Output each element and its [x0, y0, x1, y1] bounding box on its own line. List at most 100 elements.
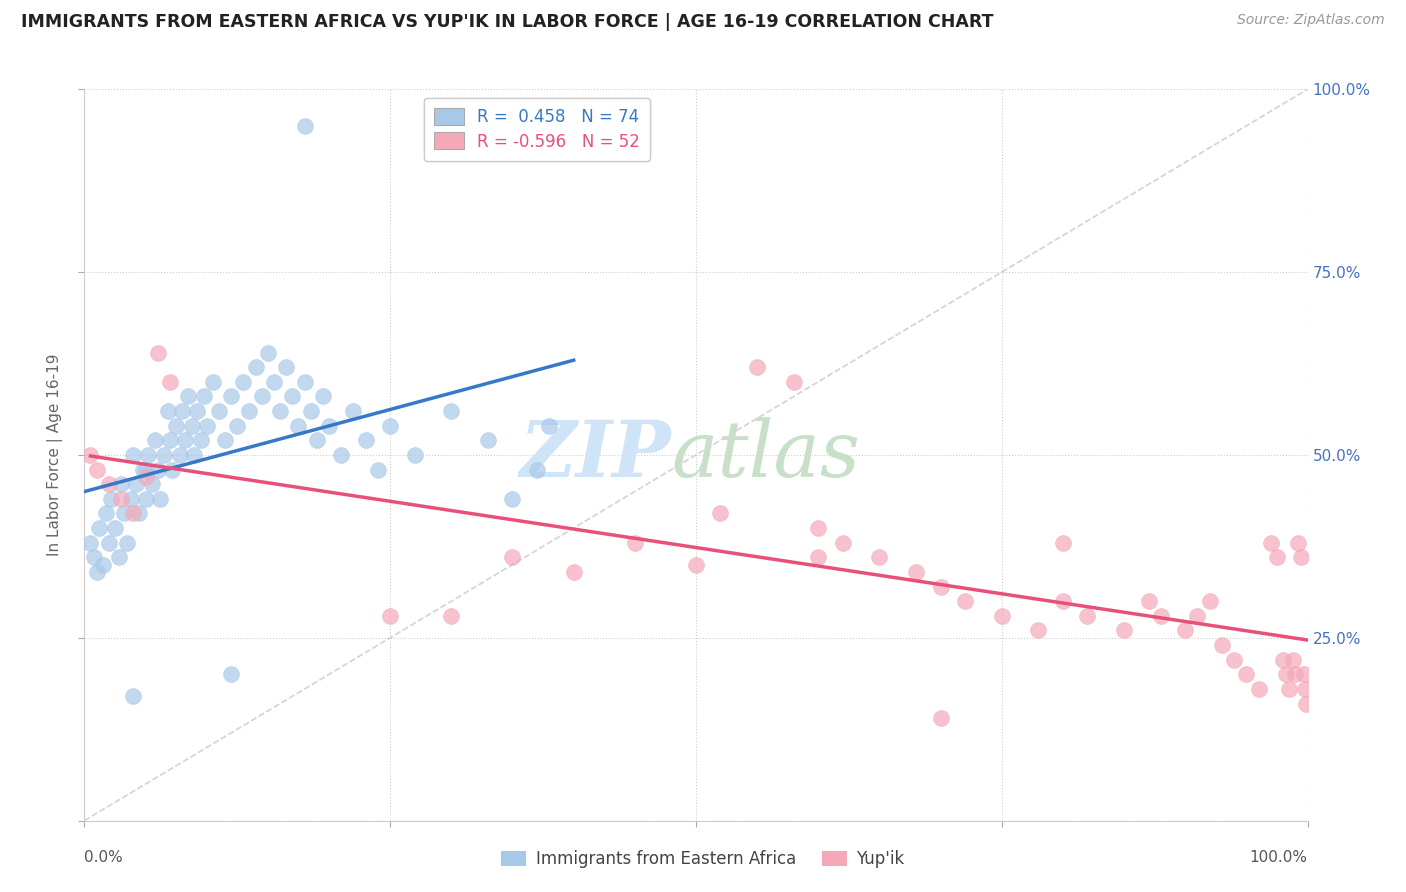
Point [276, 360, 298, 375]
Point [281, 389, 304, 403]
Point [149, 491, 172, 506]
Point [125, 477, 148, 491]
Point [201, 375, 224, 389]
Point [1174, 624, 1197, 638]
Point [153, 448, 176, 462]
Point [1052, 535, 1074, 549]
Text: Source: ZipAtlas.com: Source: ZipAtlas.com [1237, 13, 1385, 28]
Point [122, 690, 145, 704]
Point [219, 389, 242, 403]
Point [79, 535, 101, 549]
Point [135, 470, 157, 484]
Point [162, 462, 184, 476]
Point [477, 434, 499, 448]
Point [1187, 608, 1209, 623]
Point [183, 448, 205, 462]
Point [1052, 594, 1074, 608]
Point [87, 521, 110, 535]
Point [1247, 681, 1270, 696]
Text: IMMIGRANTS FROM EASTERN AFRICA VS YUP'IK IN LABOR FORCE | AGE 16-19 CORRELATION : IMMIGRANTS FROM EASTERN AFRICA VS YUP'IK… [21, 13, 994, 31]
Point [299, 404, 322, 418]
Point [122, 448, 145, 462]
Point [502, 491, 524, 506]
Point [318, 418, 340, 433]
Point [208, 404, 231, 418]
Point [136, 448, 159, 462]
Point [1150, 608, 1173, 623]
Point [1114, 624, 1136, 638]
Point [807, 550, 830, 565]
Point [1295, 697, 1317, 711]
Point [135, 491, 157, 506]
Point [1198, 594, 1220, 608]
Point [929, 580, 952, 594]
Point [905, 565, 928, 579]
Point [1137, 594, 1160, 608]
Point [190, 434, 212, 448]
Point [96, 507, 118, 521]
Point [991, 608, 1014, 623]
Point [354, 434, 377, 448]
Legend: Immigrants from Eastern Africa, Yup'ik: Immigrants from Eastern Africa, Yup'ik [495, 844, 911, 875]
Point [953, 594, 976, 608]
Point [245, 360, 267, 375]
Point [440, 608, 463, 623]
Point [122, 507, 145, 521]
Point [869, 550, 891, 565]
Point [100, 491, 122, 506]
Point [143, 434, 166, 448]
Point [929, 711, 952, 725]
Point [177, 389, 200, 403]
Point [380, 608, 402, 623]
Point [86, 462, 108, 476]
Point [238, 404, 260, 418]
Point [1076, 608, 1098, 623]
Point [104, 521, 127, 535]
Point [169, 448, 191, 462]
Point [79, 448, 101, 462]
Point [146, 345, 169, 359]
Point [1274, 667, 1296, 681]
Point [141, 477, 163, 491]
Point [367, 462, 389, 476]
Point [685, 558, 707, 572]
Point [263, 375, 285, 389]
Point [404, 448, 426, 462]
Point [287, 418, 309, 433]
Point [159, 375, 181, 389]
Text: 100.0%: 100.0% [1250, 850, 1308, 865]
Point [110, 477, 132, 491]
Point [120, 491, 142, 506]
Point [305, 434, 328, 448]
Point [1211, 638, 1233, 652]
Point [146, 462, 169, 476]
Text: ZIP: ZIP [520, 417, 672, 493]
Point [1278, 681, 1301, 696]
Point [1294, 681, 1316, 696]
Text: atlas: atlas [672, 417, 860, 493]
Point [330, 448, 353, 462]
Point [624, 535, 647, 549]
Point [294, 375, 316, 389]
Point [83, 550, 105, 565]
Point [1236, 667, 1258, 681]
Point [165, 418, 187, 433]
Point [1265, 550, 1288, 565]
Point [172, 404, 194, 418]
Point [1282, 653, 1305, 667]
Point [783, 375, 806, 389]
Point [115, 535, 138, 549]
Point [128, 507, 150, 521]
Point [173, 434, 195, 448]
Point [380, 418, 402, 433]
Point [709, 507, 731, 521]
Point [1223, 653, 1246, 667]
Point [91, 558, 114, 572]
Point [97, 535, 120, 549]
Point [112, 507, 135, 521]
Point [1028, 624, 1050, 638]
Point [747, 360, 769, 375]
Point [1292, 667, 1315, 681]
Point [257, 345, 280, 359]
Legend: R =  0.458   N = 74, R = -0.596   N = 52: R = 0.458 N = 74, R = -0.596 N = 52 [423, 97, 650, 161]
